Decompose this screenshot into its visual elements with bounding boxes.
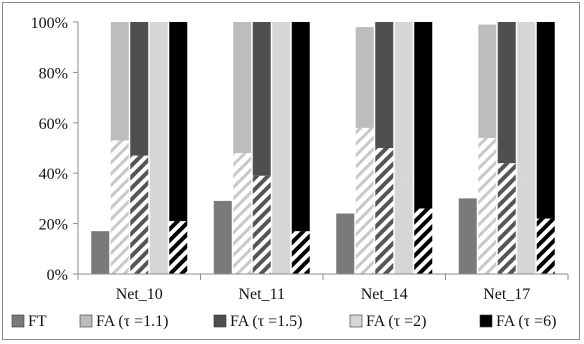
y-tick-label: 40% <box>39 166 68 183</box>
bar-segment-lower <box>213 200 232 274</box>
legend-label: FT <box>28 313 47 330</box>
legend-label: FA (τ =6) <box>496 313 557 330</box>
x-axis: Net_10 Net_11 Net_14 Net_17 <box>77 273 569 303</box>
bar-segment-lower <box>414 208 433 274</box>
bar-segment-lower <box>110 140 129 274</box>
bar-segment-upper <box>169 22 188 222</box>
bar-segment-upper <box>355 27 374 128</box>
x-category-label: Net_14 <box>361 286 408 303</box>
bar-segment-lower <box>394 178 413 274</box>
bar-segment-lower <box>458 198 477 274</box>
bar-segment-lower <box>375 148 394 274</box>
bar-segment-upper <box>536 22 555 219</box>
bar-segment-upper <box>252 22 271 176</box>
bars <box>91 22 555 274</box>
legend-swatch <box>79 314 93 328</box>
bar-segment-lower <box>149 190 168 274</box>
bar-segment-lower <box>355 127 374 274</box>
y-axis: 0% 20% 40% 60% 80% 100% <box>31 15 79 284</box>
legend-swatch <box>11 314 25 328</box>
legend-label: FA (τ =1.5) <box>230 313 303 330</box>
bar-segment-lower <box>478 137 497 274</box>
bar-segment-lower <box>252 175 271 274</box>
y-tick-label: 100% <box>31 15 68 32</box>
bar-segment-lower <box>291 231 310 274</box>
bar-segment-upper <box>478 24 497 138</box>
bar-segment-lower <box>497 163 516 274</box>
y-tick-label: 0% <box>47 267 68 284</box>
bar-segment-lower <box>336 213 355 274</box>
bar-segment-lower <box>169 221 188 274</box>
bar-segment-upper <box>233 22 252 154</box>
bar-segment-upper <box>110 22 129 141</box>
legend-label: FA (τ =1.1) <box>96 313 169 330</box>
y-tick-label: 60% <box>39 116 68 133</box>
bar-segment-upper <box>375 22 394 148</box>
bar-segment-upper <box>497 22 516 164</box>
x-category-label: Net_11 <box>238 286 285 303</box>
bar-segment-lower <box>517 180 536 274</box>
bar-segment-lower <box>233 153 252 274</box>
legend-swatch <box>213 314 227 328</box>
x-category-label: Net_17 <box>483 286 530 303</box>
bar-segment-upper <box>414 22 433 209</box>
bar-segment-upper <box>272 22 291 189</box>
x-category-label: Net_10 <box>116 286 163 303</box>
bar-segment-lower <box>272 188 291 274</box>
legend-label: FA (τ =2) <box>366 313 427 330</box>
bar-segment-upper <box>517 22 536 181</box>
bar-segment-lower <box>536 218 555 274</box>
legend: FT FA (τ =1.1) FA (τ =1.5) FA (τ =2) FA (τ =… <box>11 313 557 330</box>
y-tick-label: 20% <box>39 217 68 234</box>
bar-segment-upper <box>394 22 413 179</box>
bar-segment-upper <box>130 22 149 156</box>
legend-swatch <box>349 314 363 328</box>
bar-segment-lower <box>91 231 110 274</box>
bar-segment-upper <box>291 22 310 232</box>
bar-segment-upper <box>149 22 168 191</box>
bar-segment-lower <box>130 155 149 274</box>
y-tick-label: 80% <box>39 65 68 82</box>
legend-swatch <box>479 314 493 328</box>
